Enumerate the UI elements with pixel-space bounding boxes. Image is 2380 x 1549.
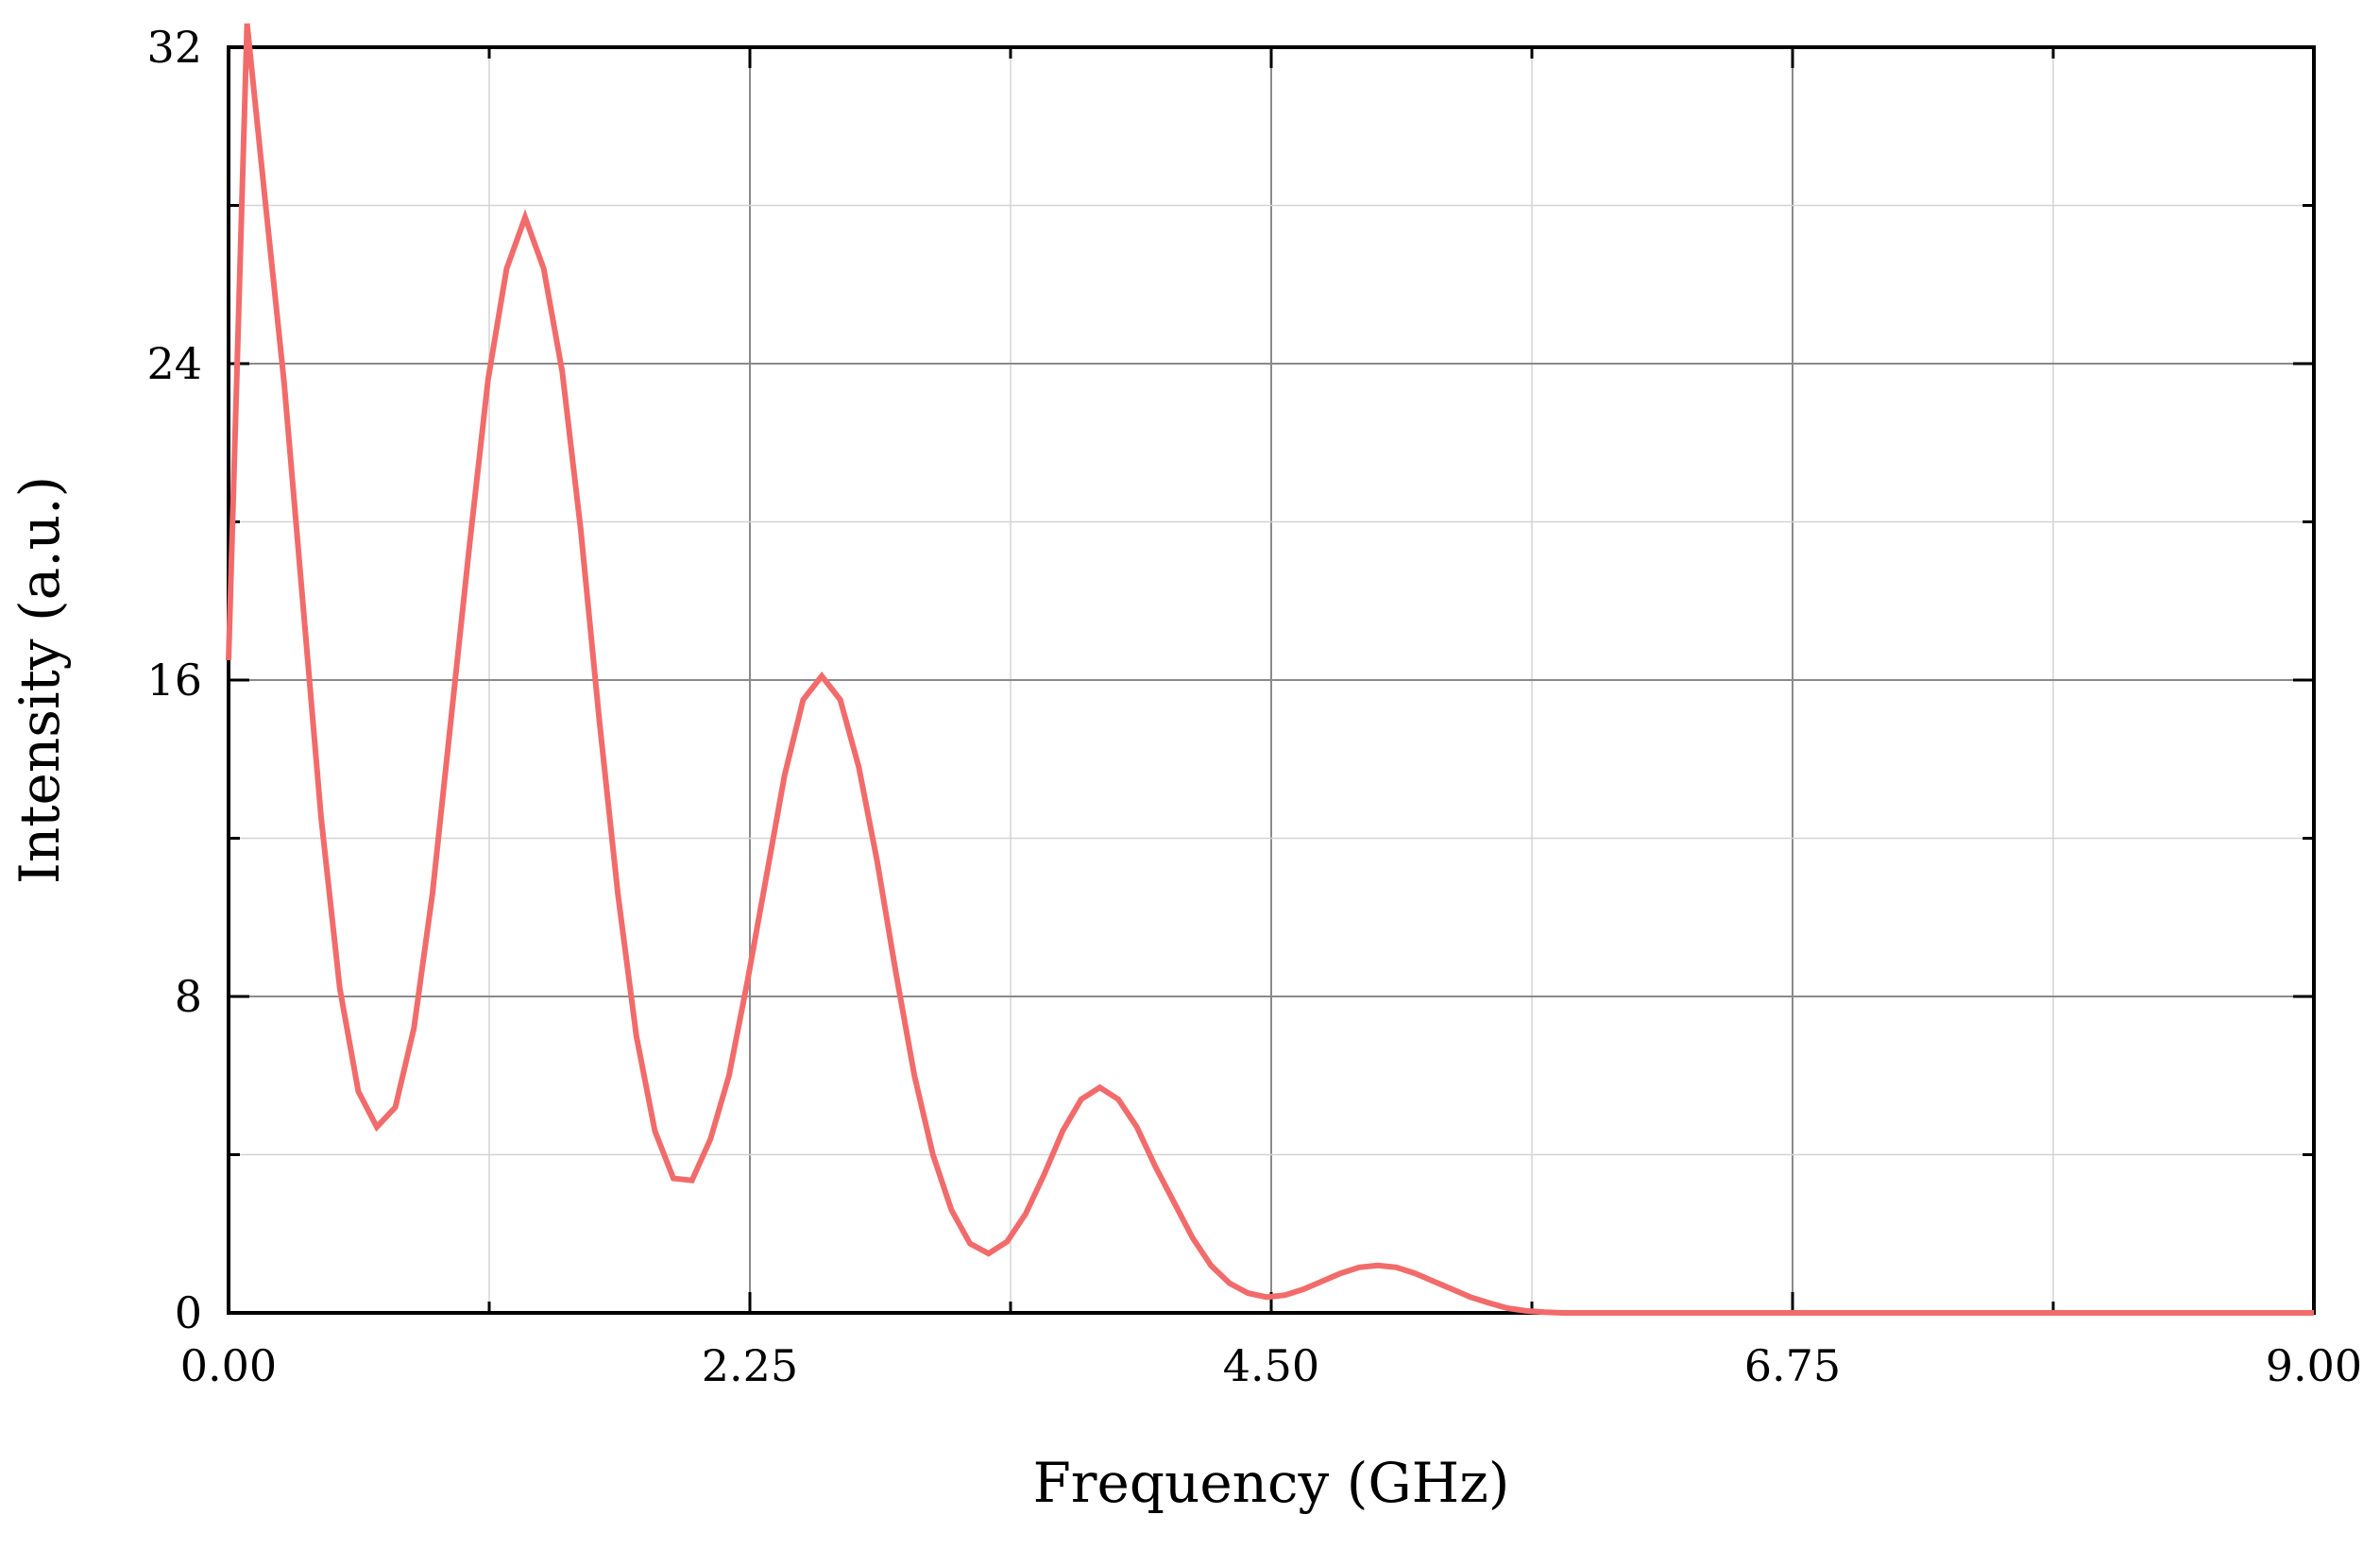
x-axis-title: Frequency (GHz) [1033,1451,1510,1515]
x-tick-label: 6.75 [1744,1340,1841,1391]
x-tick-label: 2.25 [702,1340,798,1391]
y-tick-labels: 0 8 16 24 32 [146,22,202,1338]
y-tick-label: 32 [146,22,202,73]
x-tick-label: 9.00 [2266,1340,2362,1391]
plot-frame [227,45,2316,1315]
y-tick-label: 0 [175,1287,202,1338]
x-tick-label: 0.00 [180,1340,277,1391]
y-axis-title: Intensity (a.u.) [8,476,72,884]
x-tick-label: 4.50 [1223,1340,1319,1391]
y-tick-label: 16 [146,655,202,706]
series-layer [226,23,2314,1316]
y-tick-label: 8 [175,971,202,1022]
series-line [226,23,2314,1316]
y-tick-label: 24 [146,338,202,389]
x-tick-labels: 0.00 2.25 4.50 6.75 9.00 [180,1340,2362,1391]
grid-lines [229,47,2314,1313]
